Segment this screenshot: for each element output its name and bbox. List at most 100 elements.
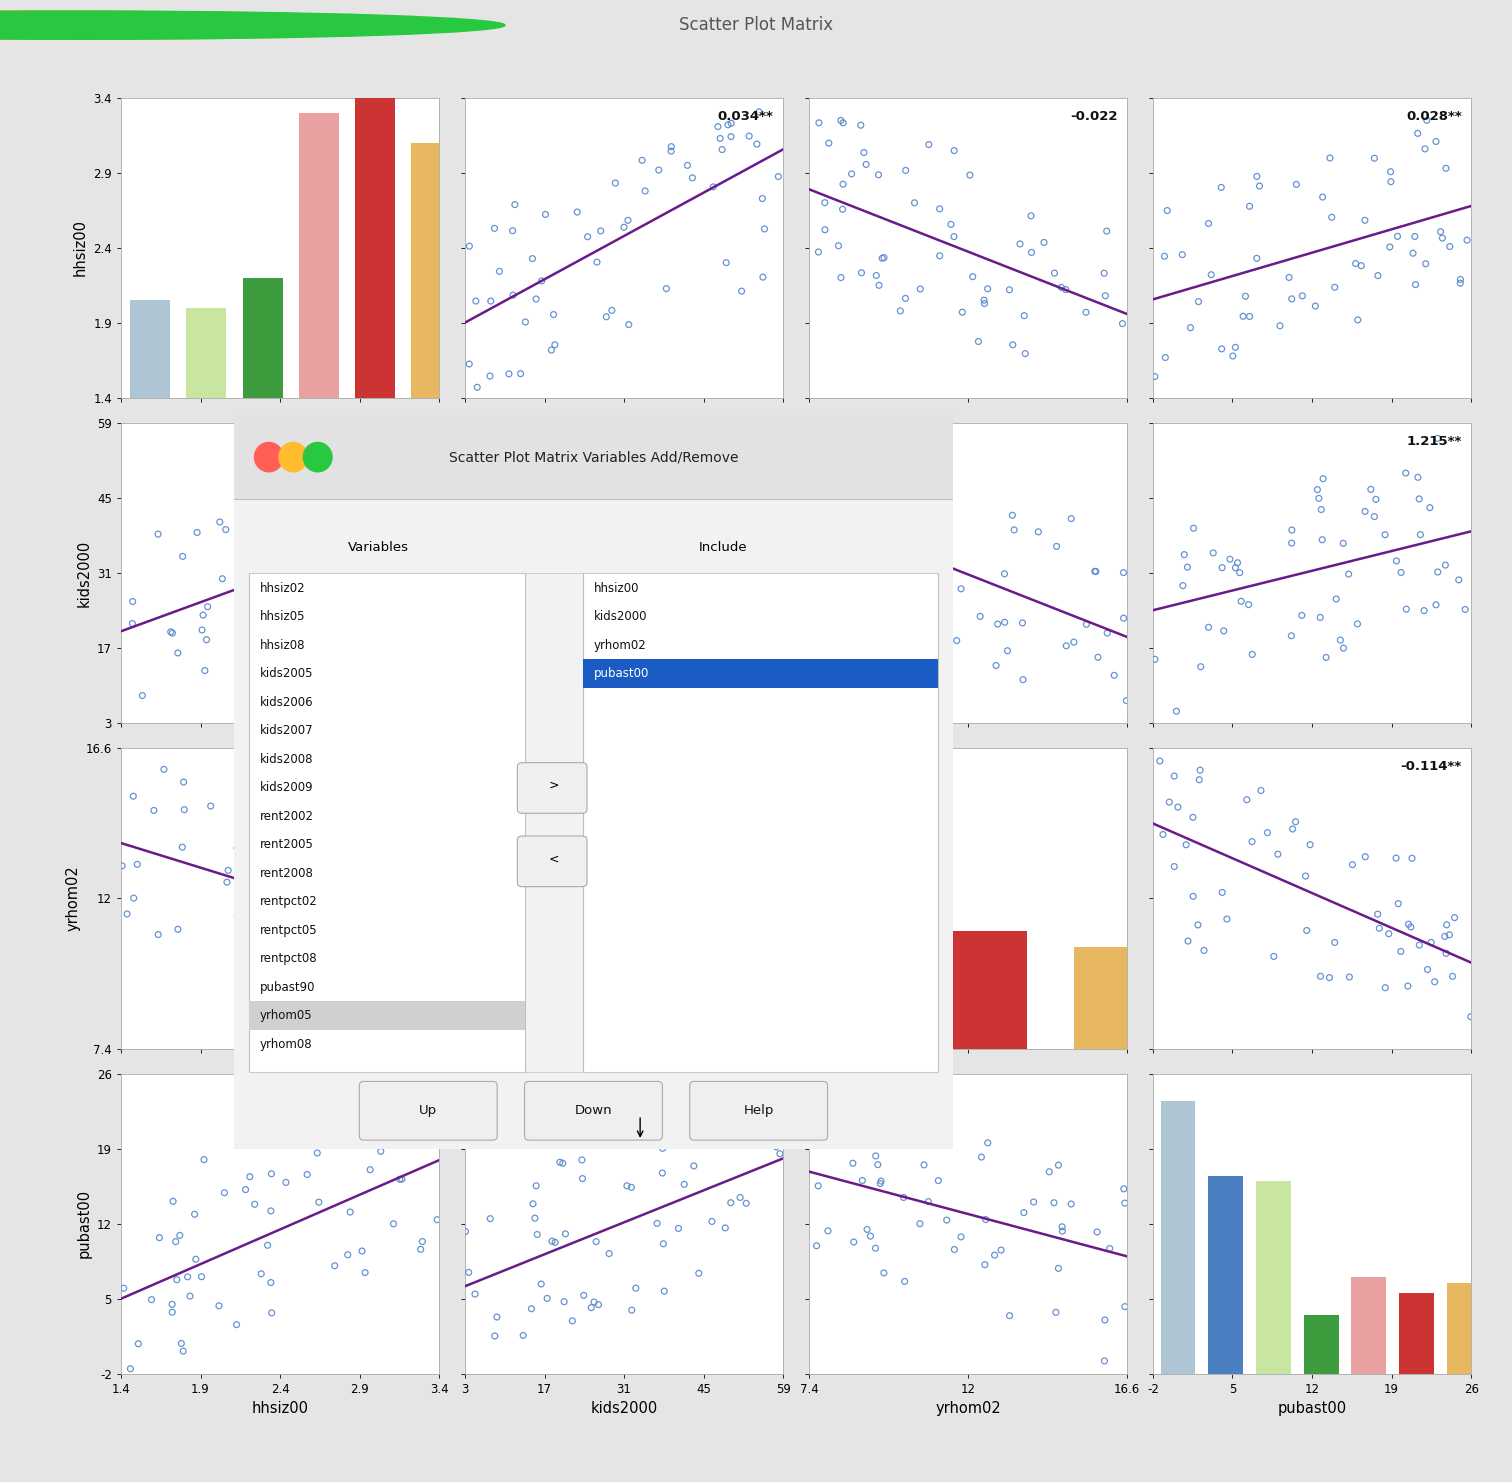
Point [1447, 568, 1471, 591]
Point [927, 245, 951, 268]
Point [1244, 165, 1269, 188]
Point [810, 1107, 835, 1131]
Point [1403, 225, 1427, 249]
Point [1051, 1220, 1075, 1243]
Point [256, 1233, 280, 1257]
Point [1173, 833, 1198, 857]
Point [927, 1169, 951, 1193]
Text: -0.338: -0.338 [383, 760, 429, 774]
Point [390, 1107, 414, 1131]
Point [426, 1123, 451, 1147]
Point [337, 559, 361, 582]
Point [313, 960, 337, 984]
Text: 1.215**: 1.215** [1406, 436, 1462, 448]
FancyBboxPatch shape [689, 1082, 827, 1140]
Point [464, 289, 488, 313]
Point [680, 166, 705, 190]
Point [699, 1008, 723, 1031]
Point [708, 126, 732, 150]
Point [1235, 788, 1259, 812]
Point [1438, 923, 1462, 947]
Point [650, 1137, 674, 1160]
Point [1102, 664, 1126, 688]
Point [295, 492, 319, 516]
Point [1113, 1295, 1137, 1319]
Point [721, 870, 745, 894]
Point [1353, 845, 1377, 868]
Point [620, 823, 644, 846]
Point [682, 1154, 706, 1178]
Point [1365, 264, 1390, 288]
Point [865, 264, 889, 288]
Text: 0.034**: 0.034** [718, 110, 774, 123]
Point [118, 1358, 142, 1381]
Point [1019, 205, 1043, 228]
Point [507, 935, 531, 959]
Point [308, 544, 333, 568]
Point [1049, 1215, 1074, 1239]
Point [171, 1340, 195, 1363]
Point [804, 1235, 829, 1258]
Point [1320, 206, 1344, 230]
FancyBboxPatch shape [234, 415, 953, 499]
Point [1266, 842, 1290, 865]
Point [463, 858, 487, 882]
Point [839, 162, 863, 185]
Point [708, 1000, 732, 1024]
Point [1228, 560, 1252, 584]
Point [992, 611, 1016, 634]
Point [349, 1239, 373, 1263]
Point [627, 916, 652, 940]
Point [821, 569, 845, 593]
Point [1111, 560, 1136, 584]
Point [1151, 823, 1175, 846]
Point [1098, 1236, 1122, 1260]
Point [147, 923, 171, 947]
Point [1290, 285, 1314, 308]
Point [1201, 541, 1225, 565]
Point [425, 1208, 449, 1232]
Point [333, 871, 357, 895]
Point [623, 1276, 647, 1300]
Point [767, 165, 791, 188]
Point [894, 286, 918, 310]
Point [1373, 523, 1397, 547]
FancyBboxPatch shape [525, 1082, 662, 1140]
Point [420, 908, 445, 932]
Point [646, 1212, 670, 1236]
Point [260, 1162, 284, 1186]
Point [866, 1153, 891, 1177]
Text: Include: Include [699, 541, 747, 553]
Text: rent2005: rent2005 [260, 839, 313, 851]
Point [603, 170, 627, 194]
Point [1279, 519, 1303, 542]
Point [1157, 790, 1181, 814]
Point [570, 879, 594, 903]
Point [680, 892, 705, 916]
Point [396, 897, 420, 920]
Point [318, 520, 342, 544]
Point [1379, 170, 1403, 194]
Point [354, 602, 378, 625]
Point [1373, 975, 1397, 999]
Point [503, 193, 528, 216]
Point [553, 1223, 578, 1246]
Point [842, 1230, 866, 1254]
Point [478, 1206, 502, 1230]
Point [714, 250, 738, 274]
Point [458, 920, 482, 944]
Point [1305, 477, 1329, 501]
Point [1181, 516, 1205, 539]
Point [656, 867, 680, 891]
Point [299, 576, 324, 600]
Point [998, 1304, 1022, 1328]
Point [1175, 556, 1199, 579]
Point [171, 771, 195, 794]
Point [525, 1223, 549, 1246]
Point [333, 831, 357, 855]
Point [1414, 252, 1438, 276]
Point [1210, 556, 1234, 579]
Point [827, 528, 851, 551]
Text: rentpct05: rentpct05 [260, 923, 318, 937]
Point [942, 139, 966, 163]
